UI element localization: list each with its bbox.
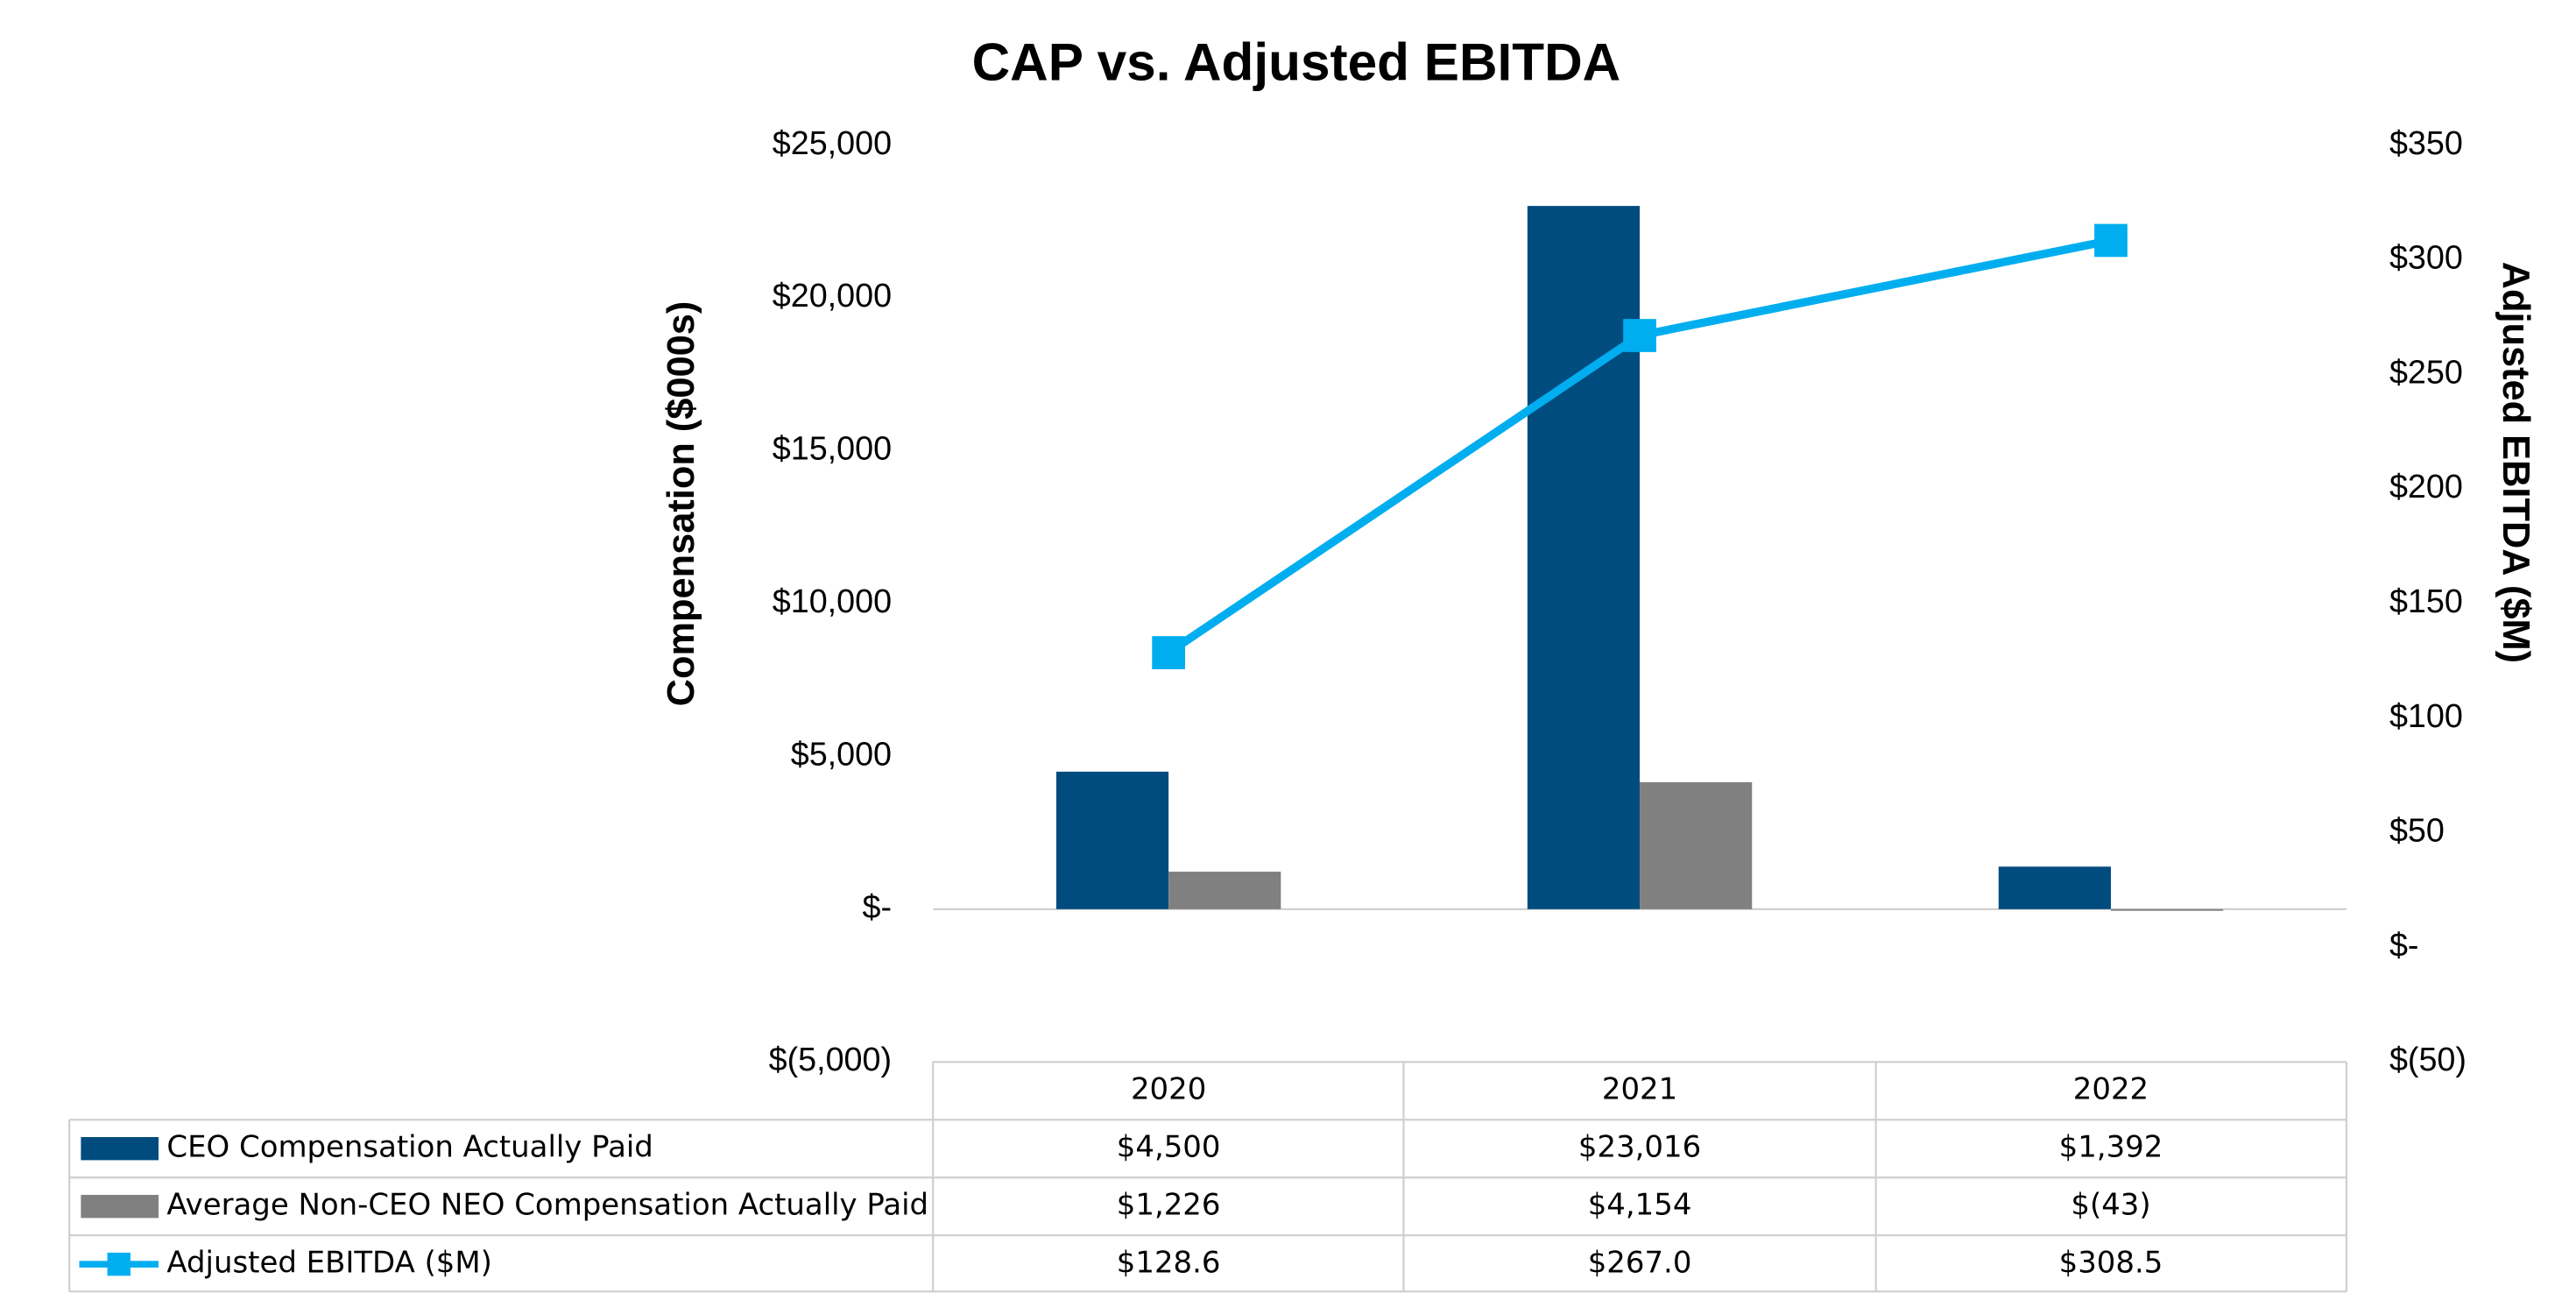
y2-tick-label: $250	[2389, 353, 2463, 390]
legend-key	[81, 1137, 159, 1161]
data-table-frame	[68, 1061, 2348, 1293]
y-tick-label: $5,000	[791, 735, 892, 772]
table-value: $128.6	[1117, 1247, 1221, 1281]
table-value: $23,016	[1578, 1131, 1701, 1165]
line-marker	[1623, 319, 1656, 352]
legend-label: CEO Compensation Actually Paid	[166, 1131, 653, 1165]
legend-label: Average Non-CEO NEO Compensation Actuall…	[166, 1189, 928, 1223]
y2-tick-label: $-	[2389, 926, 2419, 963]
bar	[2110, 908, 2224, 911]
bar	[1640, 781, 1753, 909]
line-marker	[1152, 636, 1185, 669]
table-value: $(43)	[2071, 1189, 2150, 1223]
legend-key	[107, 1252, 131, 1276]
y2-axis-title: Adjusted EBITDA ($M)	[2495, 262, 2537, 663]
bar	[1527, 206, 1641, 909]
legend-label: Adjusted EBITDA ($M)	[166, 1247, 491, 1281]
y-tick-label: $-	[863, 888, 893, 925]
y2-tick-label: $200	[2389, 468, 2463, 505]
y2-tick-label: $50	[2389, 812, 2445, 849]
y-tick-label: $(5,000)	[769, 1041, 892, 1077]
table-header: 2022	[2073, 1073, 2149, 1107]
table-value: $4,154	[1588, 1189, 1692, 1223]
y2-tick-label: $350	[2389, 124, 2463, 161]
y-tick-label: $25,000	[773, 124, 892, 161]
bar	[1055, 771, 1169, 909]
chart-title: CAP vs. Adjusted EBITDA	[972, 32, 1621, 91]
legend-key	[81, 1194, 159, 1219]
table-value: $1,392	[2059, 1131, 2163, 1165]
y2-tick-label: $300	[2389, 239, 2463, 276]
y-tick-label: $20,000	[773, 277, 892, 314]
bar	[1168, 872, 1281, 909]
bar	[1998, 866, 2111, 909]
y2-tick-label: $(50)	[2389, 1041, 2467, 1077]
y2-tick-label: $100	[2389, 697, 2463, 734]
y-axis-title: Compensation ($000s)	[660, 301, 702, 707]
table-value: $308.5	[2059, 1247, 2163, 1281]
y2-tick-label: $150	[2389, 583, 2463, 619]
table-value: $4,500	[1117, 1131, 1221, 1165]
table-value: $1,226	[1117, 1189, 1221, 1223]
y-tick-label: $10,000	[773, 583, 892, 619]
table-header: 2021	[1602, 1073, 1677, 1107]
table-value: $267.0	[1588, 1247, 1692, 1281]
line-marker	[2094, 223, 2128, 258]
table-header: 2020	[1131, 1073, 1206, 1107]
y-tick-label: $15,000	[773, 430, 892, 467]
